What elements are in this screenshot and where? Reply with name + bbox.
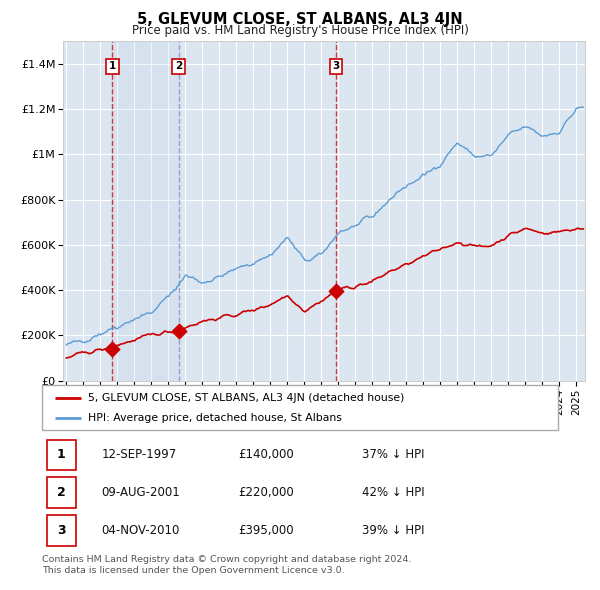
Text: HPI: Average price, detached house, St Albans: HPI: Average price, detached house, St A… — [88, 413, 343, 423]
Point — [174, 326, 184, 336]
Text: 1: 1 — [109, 61, 116, 71]
Text: £140,000: £140,000 — [238, 448, 294, 461]
Point — [331, 287, 341, 296]
Text: 3: 3 — [57, 524, 65, 537]
Text: 37% ↓ HPI: 37% ↓ HPI — [362, 448, 424, 461]
Text: 2: 2 — [57, 486, 66, 499]
Text: 42% ↓ HPI: 42% ↓ HPI — [362, 486, 425, 499]
Text: 5, GLEVUM CLOSE, ST ALBANS, AL3 4JN (detached house): 5, GLEVUM CLOSE, ST ALBANS, AL3 4JN (det… — [88, 393, 405, 402]
Text: 5, GLEVUM CLOSE, ST ALBANS, AL3 4JN: 5, GLEVUM CLOSE, ST ALBANS, AL3 4JN — [137, 12, 463, 27]
Text: £220,000: £220,000 — [238, 486, 294, 499]
Text: 3: 3 — [332, 61, 340, 71]
Text: 39% ↓ HPI: 39% ↓ HPI — [362, 524, 424, 537]
FancyBboxPatch shape — [42, 385, 558, 430]
Bar — [112, 41, 179, 381]
Text: Price paid vs. HM Land Registry's House Price Index (HPI): Price paid vs. HM Land Registry's House … — [131, 24, 469, 37]
Text: 1: 1 — [57, 448, 66, 461]
Text: £395,000: £395,000 — [238, 524, 294, 537]
Text: 12-SEP-1997: 12-SEP-1997 — [101, 448, 176, 461]
FancyBboxPatch shape — [47, 440, 76, 470]
FancyBboxPatch shape — [47, 477, 76, 508]
Point — [107, 344, 117, 353]
FancyBboxPatch shape — [47, 515, 76, 546]
Text: 09-AUG-2001: 09-AUG-2001 — [101, 486, 180, 499]
Text: 2: 2 — [175, 61, 182, 71]
Text: 04-NOV-2010: 04-NOV-2010 — [101, 524, 180, 537]
Text: Contains HM Land Registry data © Crown copyright and database right 2024.
This d: Contains HM Land Registry data © Crown c… — [42, 555, 412, 575]
